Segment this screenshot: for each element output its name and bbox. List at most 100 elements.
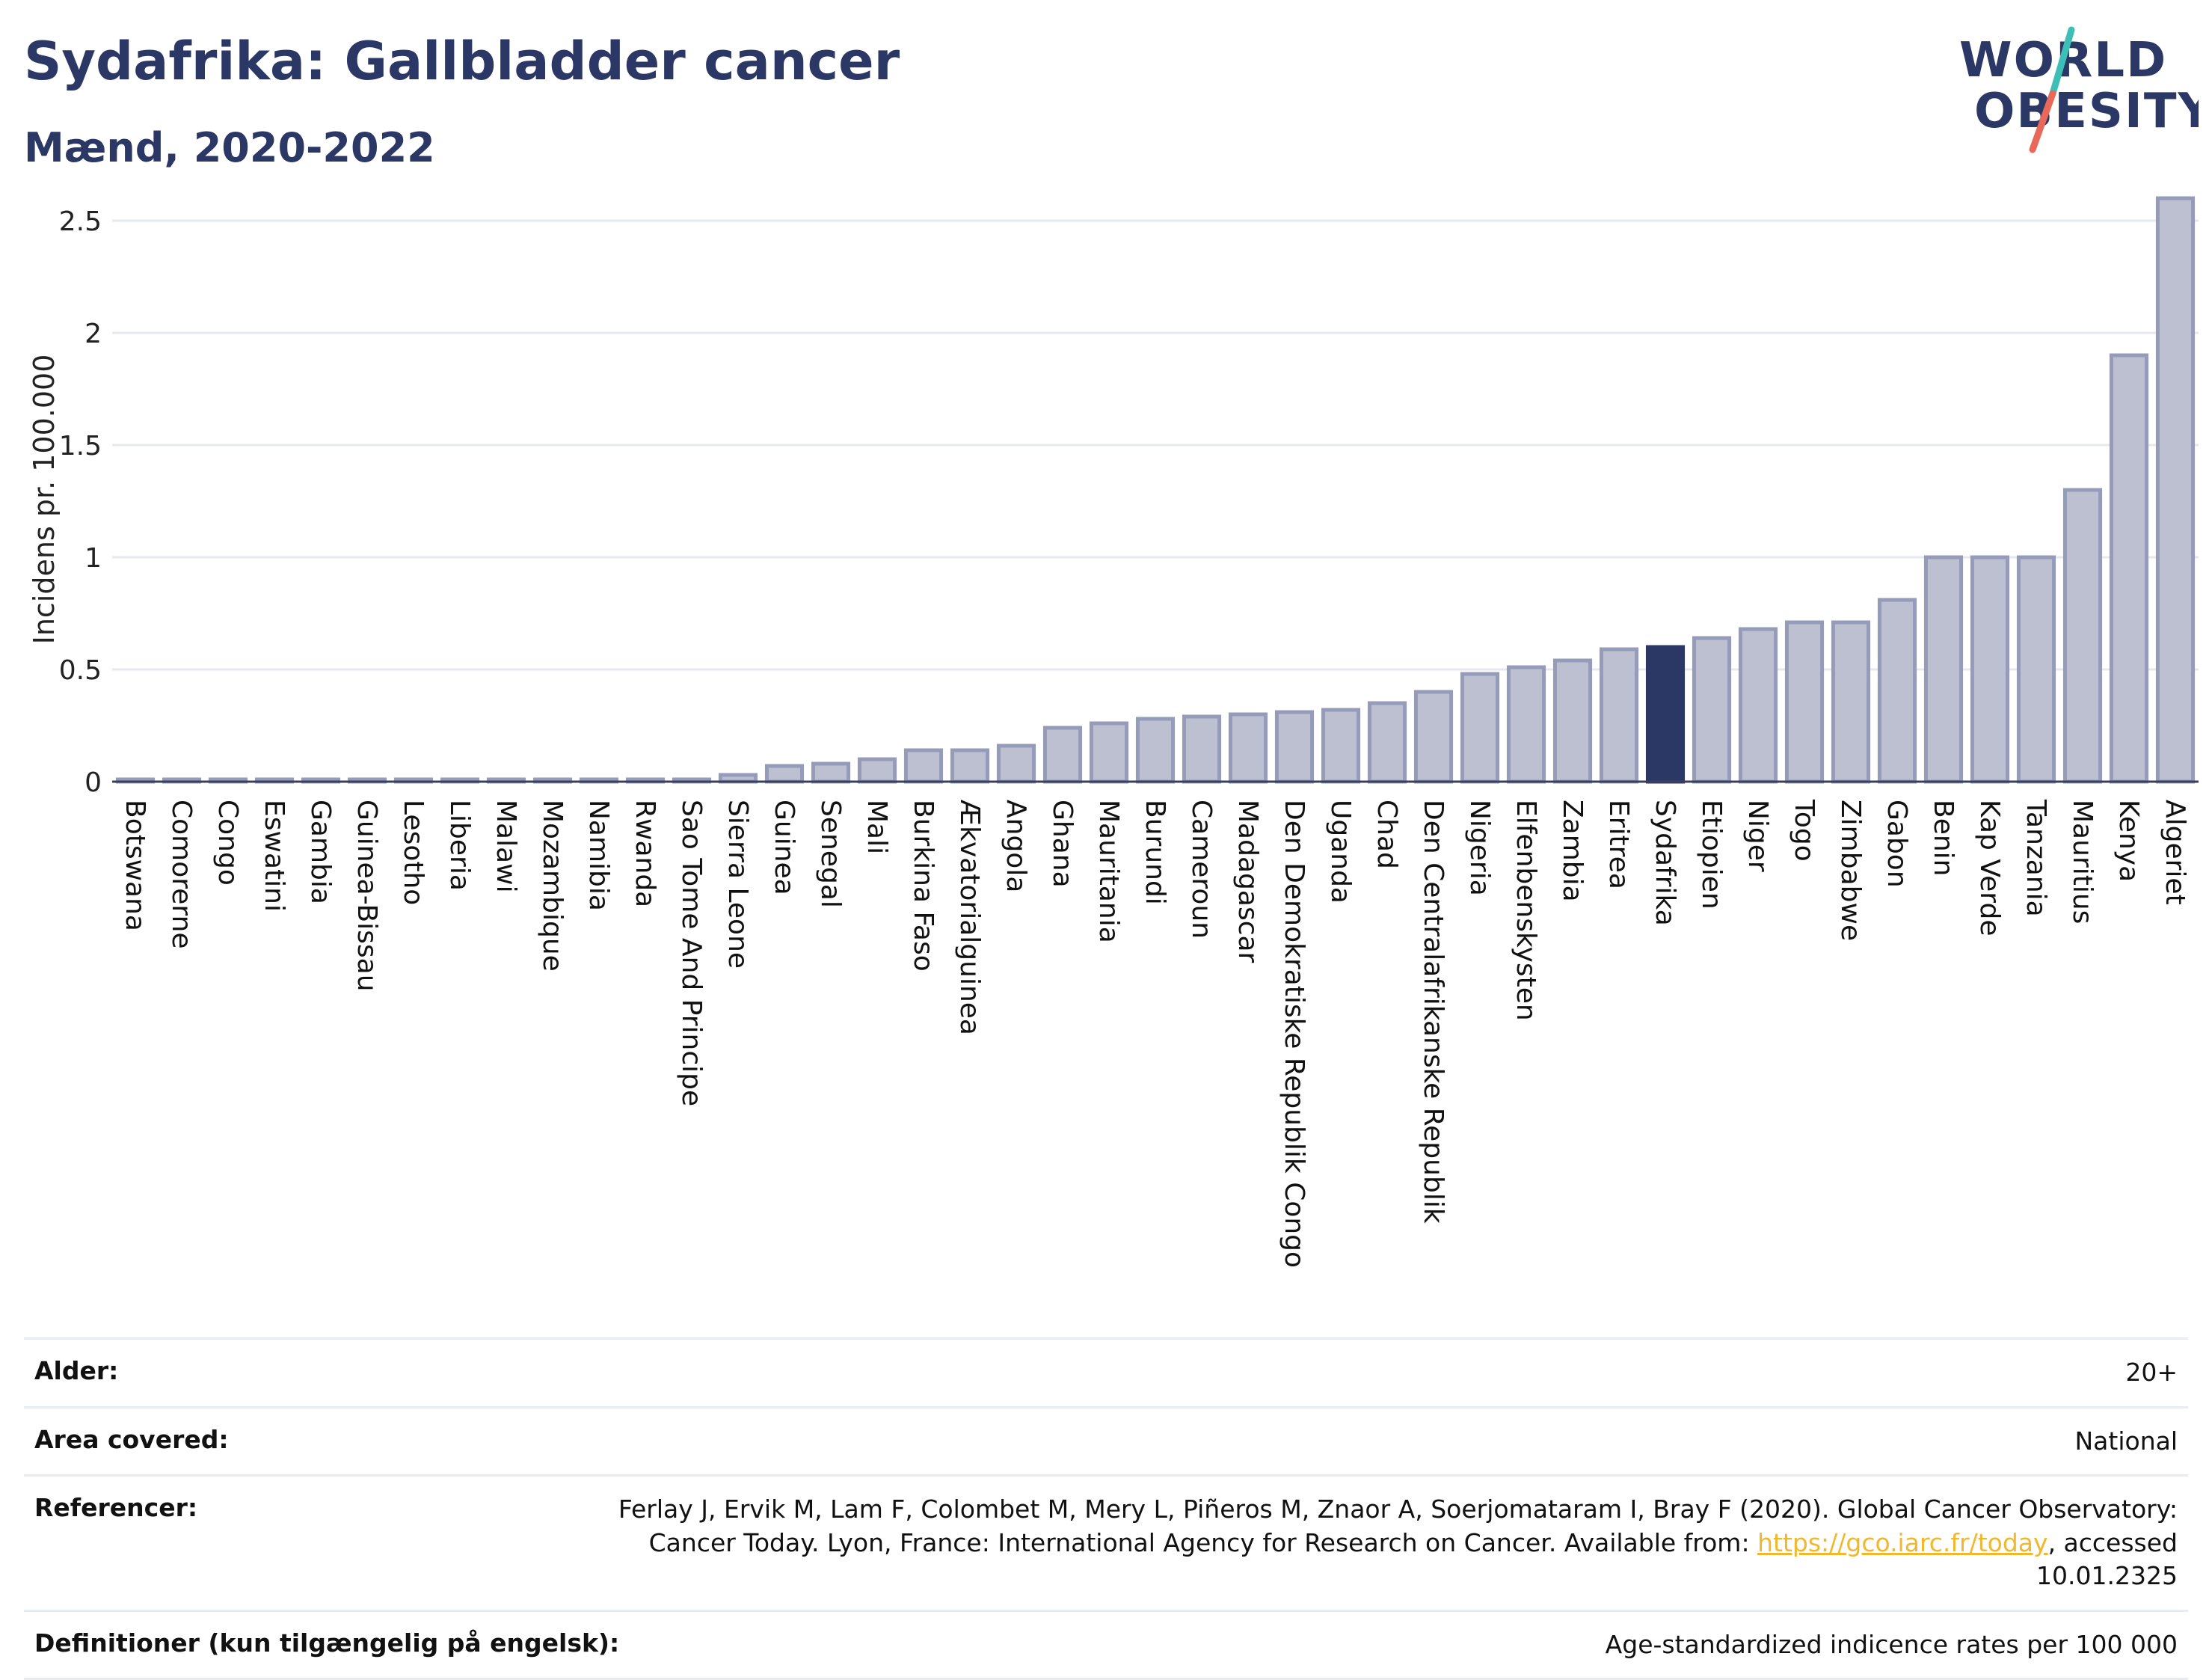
x-tick-label: Togo bbox=[1789, 799, 1819, 862]
x-tick-label: Eswatini bbox=[259, 800, 289, 912]
reference-text: Ferlay J, Ervik M, Lam F, Colombet M, Me… bbox=[618, 1494, 2178, 1557]
bar-kap-verde bbox=[1970, 555, 2010, 784]
bar-chart: 0 0.5 1 1.5 2 2.5 Botswana Comorerne Congo Eswat… bbox=[28, 196, 2199, 1268]
reference-link[interactable]: https://gco.iarc.fr/today bbox=[1757, 1527, 2048, 1557]
bar-nigeria bbox=[1460, 672, 1500, 784]
x-tick-label: Den Demokratiske Republik Congo bbox=[1279, 800, 1309, 1268]
bar-guinea bbox=[764, 764, 805, 784]
x-tick-label: Algeriet bbox=[2160, 800, 2190, 905]
x-tick-label: Burkina Faso bbox=[908, 800, 938, 972]
y-tick-label: 1 bbox=[85, 543, 102, 574]
x-tick-label: Angola bbox=[1001, 800, 1031, 892]
bar-niger bbox=[1738, 627, 1778, 784]
bar-sydafrika bbox=[1645, 645, 1686, 784]
x-tick-label: Gabon bbox=[1881, 800, 1912, 888]
x-tick-label: Namibia bbox=[583, 800, 614, 911]
area-value: National bbox=[2074, 1426, 2178, 1456]
x-tick-label: Kenya bbox=[2113, 800, 2144, 882]
x-tick-label: Senegal bbox=[815, 800, 846, 908]
definitions-value: Age-standardized indicence rates per 100… bbox=[1605, 1629, 2178, 1659]
x-tick-label: Mauritania bbox=[1093, 800, 1124, 943]
bar-elfenbenskysten bbox=[1506, 665, 1546, 784]
x-tick-label: Mozambique bbox=[537, 800, 568, 972]
x-tick-label: Eritrea bbox=[1603, 800, 1634, 889]
y-tick-label: 1.5 bbox=[59, 431, 102, 462]
reference-accessed: , accessed 10.01.2325 bbox=[2036, 1527, 2178, 1591]
bar-den-centralafrikanske-republik bbox=[1413, 690, 1454, 784]
x-tick-label: Congo bbox=[212, 800, 243, 886]
bar-ækvatorialguinea bbox=[950, 748, 990, 784]
x-tick-label: Zambia bbox=[1557, 800, 1588, 902]
bar-senegal bbox=[811, 761, 851, 784]
x-tick-label: Nigeria bbox=[1464, 800, 1495, 896]
bar-zambia bbox=[1552, 658, 1593, 784]
x-tick-label: Ghana bbox=[1047, 800, 1078, 888]
meta-row-age: Alder: 20+ bbox=[24, 1337, 2188, 1406]
x-tick-label: Burundi bbox=[1140, 800, 1170, 905]
x-tick-label: Madagascar bbox=[1232, 800, 1263, 963]
definitions-label: Definitioner (kun tilgængelig på engelsk… bbox=[34, 1628, 620, 1658]
age-value: 20+ bbox=[2125, 1358, 2178, 1387]
bar-mauritania bbox=[1089, 721, 1129, 784]
x-tick-label: Zimbabwe bbox=[1835, 800, 1866, 941]
y-tick-label: 2.5 bbox=[59, 206, 102, 237]
x-tick-label: Etiopien bbox=[1696, 800, 1727, 910]
chart-subtitle: Mænd, 2020-2022 bbox=[24, 124, 435, 171]
x-tick-label: Guinea-Bissau bbox=[351, 800, 382, 992]
bar-etiopien bbox=[1692, 636, 1732, 784]
x-tick-label: Benin bbox=[1928, 800, 1958, 876]
bar-benin bbox=[1923, 555, 1964, 784]
x-tick-label: Guinea bbox=[769, 800, 799, 895]
x-tick-label: Uganda bbox=[1325, 800, 1356, 904]
y-tick-label: 0 bbox=[85, 767, 102, 798]
x-tick-label: Niger bbox=[1742, 800, 1773, 872]
x-tick-label: Cameroun bbox=[1186, 800, 1217, 939]
x-tick-label: Malawi bbox=[491, 800, 521, 893]
x-tick-label: Sao Tome And Principe bbox=[676, 800, 707, 1106]
x-tick-label: Gambia bbox=[305, 800, 336, 904]
x-tick-label: Den Centralafrikanske Republik bbox=[1418, 800, 1448, 1224]
logo-slash-top bbox=[2049, 26, 2075, 97]
x-tick-label: Tanzania bbox=[2021, 799, 2051, 917]
bar-ghana bbox=[1042, 726, 1083, 784]
bar-gabon bbox=[1877, 598, 1917, 784]
chart-title: Sydafrika: Gallbladder cancer bbox=[24, 31, 900, 92]
bar-tanzania bbox=[2016, 555, 2056, 784]
x-tick-label: Lesotho bbox=[398, 800, 428, 905]
x-tick-label: Botswana bbox=[120, 800, 150, 931]
x-axis-labels: Botswana Comorerne Congo Eswatini Gambia Guin… bbox=[120, 799, 2190, 1268]
x-tick-label: Chad bbox=[1371, 800, 1402, 869]
bar-mauritius bbox=[2062, 488, 2103, 784]
bar-cameroun bbox=[1182, 714, 1222, 784]
bar-mali bbox=[857, 757, 897, 784]
x-tick-label: Mauritius bbox=[2067, 800, 2098, 924]
x-tick-label: Ækvatorialguinea bbox=[954, 800, 985, 1035]
x-tick-label: Kap Verde bbox=[1974, 800, 2005, 936]
bar-burkina-faso bbox=[903, 748, 944, 784]
x-tick-label: Elfenbenskysten bbox=[1511, 800, 1541, 1021]
world-obesity-logo: WORLD OBESITY bbox=[1959, 26, 2199, 153]
meta-row-area: Area covered: National bbox=[24, 1405, 2188, 1475]
bar-uganda bbox=[1321, 708, 1361, 784]
bar-kenya bbox=[2109, 353, 2149, 784]
x-tick-label: Mali bbox=[861, 800, 892, 854]
x-tick-label: Sierra Leone bbox=[722, 800, 753, 969]
bar-eritrea bbox=[1599, 647, 1639, 784]
logo-slash-bottom bbox=[2029, 90, 2056, 153]
y-axis-title: Incidens pr. 100.000 bbox=[28, 355, 61, 645]
bar-zimbabwe bbox=[1831, 620, 1871, 784]
bar-angola bbox=[996, 744, 1036, 784]
y-tick-label: 2 bbox=[85, 319, 102, 349]
x-tick-label: Comorerne bbox=[166, 800, 197, 949]
y-tick-label: 0.5 bbox=[59, 655, 102, 686]
x-tick-label: Sydafrika bbox=[1650, 800, 1680, 926]
meta-row-definitions: Definitioner (kun tilgængelig på engelsk… bbox=[24, 1609, 2188, 1680]
age-label: Alder: bbox=[34, 1356, 119, 1385]
x-tick-label: Rwanda bbox=[630, 800, 660, 907]
metadata-table: Alder: 20+ Area covered: National Refere… bbox=[24, 1337, 2188, 1680]
references-value: Ferlay J, Ervik M, Lam F, Colombet M, Me… bbox=[570, 1493, 2178, 1593]
meta-row-references: Referencer: Ferlay J, Ervik M, Lam F, Co… bbox=[24, 1474, 2188, 1610]
logo-word-obesity: OBESITY bbox=[1974, 84, 2199, 139]
bar-algeriet bbox=[2155, 196, 2196, 784]
x-tick-label: Liberia bbox=[444, 800, 475, 891]
